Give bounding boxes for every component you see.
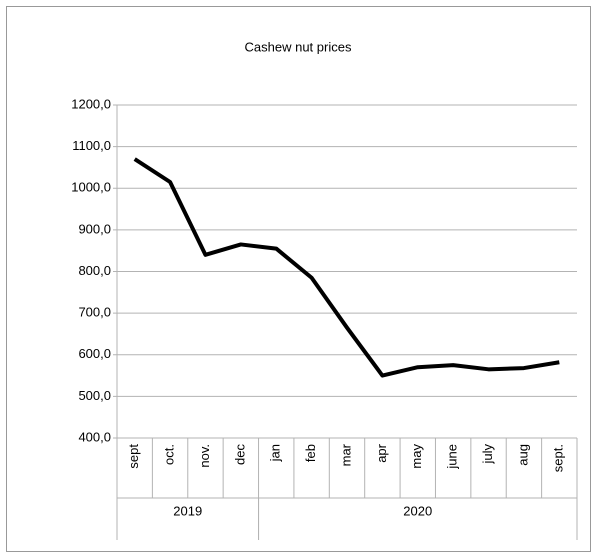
- x-tick-label: nov.: [197, 444, 212, 468]
- y-tick-label: 400,0: [78, 429, 111, 444]
- y-tick-label: 900,0: [78, 221, 111, 236]
- y-tick-label: 700,0: [78, 305, 111, 320]
- y-tick-label: 800,0: [78, 263, 111, 278]
- y-tick-label: 1100,0: [72, 138, 111, 153]
- x-tick-label: sept.: [551, 444, 566, 472]
- chart-border: [6, 6, 591, 552]
- x-tick-label: feb: [303, 444, 318, 462]
- chart-title: Cashew nut prices: [245, 39, 352, 54]
- x-tick-label: aug: [515, 444, 530, 466]
- x-tick-label: sept: [126, 444, 141, 469]
- y-tick-label: 1000,0: [71, 180, 111, 195]
- data-line: [133, 157, 560, 378]
- group-label: 2020: [403, 503, 432, 518]
- x-tick-label: july: [480, 444, 495, 465]
- y-tick-label: 500,0: [78, 388, 111, 403]
- x-tick-label: june: [445, 444, 460, 470]
- x-tick-label: jan: [268, 444, 283, 462]
- x-tick-label: mar: [338, 443, 353, 466]
- x-tick-label: oct.: [162, 444, 177, 465]
- y-tick-label: 600,0: [78, 346, 111, 361]
- x-tick-label: may: [409, 444, 424, 469]
- x-tick-label: apr: [374, 443, 389, 462]
- y-tick-label: 1200,0: [71, 96, 111, 111]
- x-tick-label: dec: [232, 444, 247, 465]
- group-label: 2019: [173, 503, 202, 518]
